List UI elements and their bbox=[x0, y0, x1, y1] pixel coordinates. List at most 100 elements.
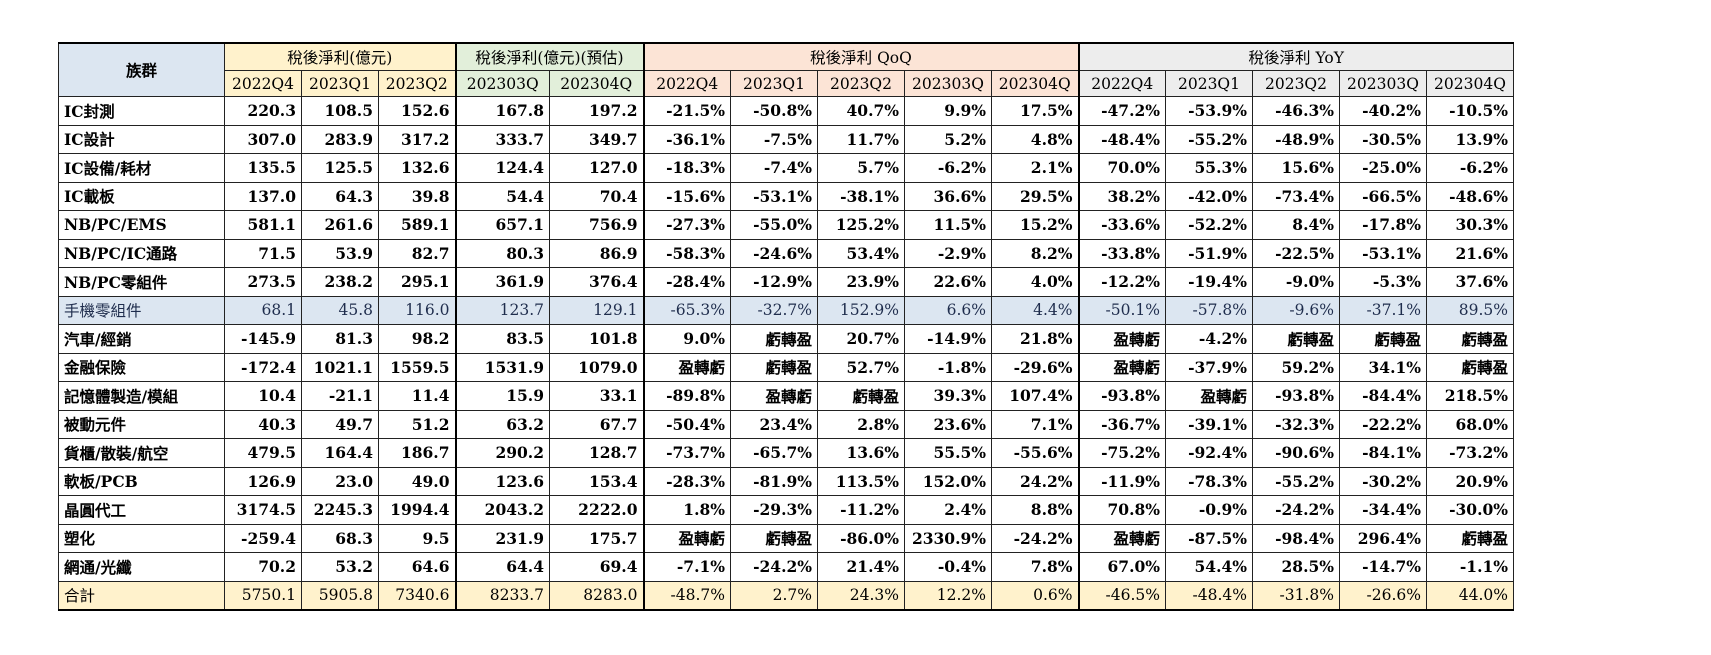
table-cell: -50.4% bbox=[642, 409, 731, 439]
table-cell: -7.5% bbox=[730, 124, 818, 154]
table-cell: -34.4% bbox=[1339, 495, 1427, 525]
row-label: 金融保險 bbox=[58, 352, 225, 382]
table-cell: 98.2 bbox=[378, 324, 456, 354]
table-cell: 虧轉盈 bbox=[1339, 324, 1427, 354]
table-cell: 59.2% bbox=[1252, 352, 1340, 382]
table-cell: 81.3 bbox=[301, 324, 379, 354]
table-cell: 7340.6 bbox=[378, 580, 456, 611]
table-cell: 21.6% bbox=[1426, 238, 1514, 268]
table-cell: 127.0 bbox=[549, 153, 644, 183]
row-label: IC載板 bbox=[58, 181, 225, 211]
table-cell: 2222.0 bbox=[549, 495, 644, 525]
row-label: 晶圓代工 bbox=[58, 495, 225, 525]
table-cell: -93.8% bbox=[1252, 381, 1340, 411]
table-cell: -48.7% bbox=[642, 580, 731, 611]
table-cell: -22.5% bbox=[1252, 238, 1340, 268]
table-cell: -19.4% bbox=[1165, 267, 1253, 297]
table-cell: -73.4% bbox=[1252, 181, 1340, 211]
table-cell: 273.5 bbox=[224, 267, 302, 297]
table-cell: 307.0 bbox=[224, 124, 302, 154]
table-row: IC載板 137.0 64.3 39.8 54.4 70.4 -15.6% -53.1% -38… bbox=[58, 181, 1514, 211]
table-cell: 28.5% bbox=[1252, 552, 1340, 582]
table-cell: -30.5% bbox=[1339, 124, 1427, 154]
table-cell: -48.6% bbox=[1426, 181, 1514, 211]
table-cell: 1994.4 bbox=[378, 495, 456, 525]
table-cell: 128.7 bbox=[549, 438, 644, 468]
row-label: NB/PC/EMS bbox=[58, 210, 225, 240]
row-label: 貨櫃/散裝/航空 bbox=[58, 438, 225, 468]
table-cell: -48.4% bbox=[1165, 580, 1253, 611]
table-cell: 虧轉盈 bbox=[817, 381, 905, 411]
table-cell: -65.7% bbox=[730, 438, 818, 468]
table-row: 手機零組件 68.1 45.8 116.0 123.7 129.1 -65.3% -32.7%… bbox=[58, 295, 1514, 325]
column-header-qoq-2: 2023Q2 bbox=[817, 70, 905, 97]
table-cell: 55.5% bbox=[904, 438, 992, 468]
table-cell: 125.2% bbox=[817, 210, 905, 240]
column-header-yoy-1: 2023Q1 bbox=[1165, 70, 1253, 97]
table-cell: 290.2 bbox=[454, 438, 550, 468]
column-header-profit-2: 2023Q2 bbox=[378, 70, 456, 97]
table-row: IC設計 307.0 283.9 317.2 333.7 349.7 -36.1% -7.5%… bbox=[58, 124, 1514, 154]
table-row: NB/PC/EMS 581.1 261.6 589.1 657.1 756.9 -27.3%… bbox=[58, 210, 1514, 240]
table-cell: 589.1 bbox=[378, 210, 456, 240]
table-cell: 0.6% bbox=[991, 580, 1079, 611]
table-cell: 6.6% bbox=[904, 295, 992, 325]
table-row: 晶圓代工 3174.5 2245.3 1994.4 2043.2 2222.0 1.8% -2… bbox=[58, 495, 1514, 525]
table-cell: 53.4% bbox=[817, 238, 905, 268]
table-cell: -38.1% bbox=[817, 181, 905, 211]
table-cell: 40.3 bbox=[224, 409, 302, 439]
table-cell: -92.4% bbox=[1165, 438, 1253, 468]
table-cell: 5.7% bbox=[817, 153, 905, 183]
table-cell: 盈轉虧 bbox=[642, 352, 731, 382]
table-cell: 64.4 bbox=[454, 552, 550, 582]
table-cell: -46.5% bbox=[1077, 580, 1166, 611]
table-cell: 220.3 bbox=[224, 96, 302, 126]
table-cell: 13.9% bbox=[1426, 124, 1514, 154]
table-cell: 68.0% bbox=[1426, 409, 1514, 439]
column-header-yoy-2: 2023Q2 bbox=[1252, 70, 1340, 97]
row-label: 合計 bbox=[58, 580, 225, 611]
table-cell: 123.7 bbox=[454, 295, 550, 325]
table-cell: 2.4% bbox=[904, 495, 992, 525]
column-header-profit-1: 2023Q1 bbox=[301, 70, 379, 97]
table-cell: -86.0% bbox=[817, 523, 905, 553]
table-cell: 238.2 bbox=[301, 267, 379, 297]
table-cell: -21.1 bbox=[301, 381, 379, 411]
table-row: 被動元件 40.3 49.7 51.2 63.2 67.7 -50.4% 23.4% 2.8% 2… bbox=[58, 409, 1514, 439]
table-cell: 113.5% bbox=[817, 466, 905, 496]
table-cell: 8.2% bbox=[991, 238, 1079, 268]
table-cell: 1.8% bbox=[642, 495, 731, 525]
table-cell: 21.4% bbox=[817, 552, 905, 582]
table-cell: 68.3 bbox=[301, 523, 379, 553]
table-cell: 49.7 bbox=[301, 409, 379, 439]
table-cell: -48.4% bbox=[1077, 124, 1166, 154]
table-cell: 137.0 bbox=[224, 181, 302, 211]
table-cell: -48.9% bbox=[1252, 124, 1340, 154]
table-cell: -10.5% bbox=[1426, 96, 1514, 126]
table-cell: 333.7 bbox=[454, 124, 550, 154]
table-cell: -37.1% bbox=[1339, 295, 1427, 325]
table-cell: -78.3% bbox=[1165, 466, 1253, 496]
table-cell: 70.4 bbox=[549, 181, 644, 211]
table-cell: 2330.9% bbox=[904, 523, 992, 553]
table-cell: 13.6% bbox=[817, 438, 905, 468]
column-header-qoq-0: 2022Q4 bbox=[642, 70, 731, 97]
total-row: 合計 5750.1 5905.8 7340.6 8233.7 8283.0 -48.7% 2.… bbox=[58, 580, 1514, 611]
table-cell: 135.5 bbox=[224, 153, 302, 183]
row-label: 被動元件 bbox=[58, 409, 225, 439]
table-row: NB/PC/IC通路 71.5 53.9 82.7 80.3 86.9 -58.3% -24.… bbox=[58, 238, 1514, 268]
table-cell: 82.7 bbox=[378, 238, 456, 268]
table-cell: -2.9% bbox=[904, 238, 992, 268]
table-cell: -32.3% bbox=[1252, 409, 1340, 439]
table-cell: -75.2% bbox=[1077, 438, 1166, 468]
table-row: 記憶體製造/模組 10.4 -21.1 11.4 15.9 33.1 -89.8% 盈轉虧 虧轉… bbox=[58, 381, 1514, 411]
table-cell: -42.0% bbox=[1165, 181, 1253, 211]
table-cell: -55.2% bbox=[1165, 124, 1253, 154]
table-cell: 23.9% bbox=[817, 267, 905, 297]
table-cell: 8.4% bbox=[1252, 210, 1340, 240]
table-cell: -11.9% bbox=[1077, 466, 1166, 496]
table-cell: 152.9% bbox=[817, 295, 905, 325]
row-label: IC封測 bbox=[58, 96, 225, 126]
table-cell: -58.3% bbox=[642, 238, 731, 268]
table-cell: 126.9 bbox=[224, 466, 302, 496]
